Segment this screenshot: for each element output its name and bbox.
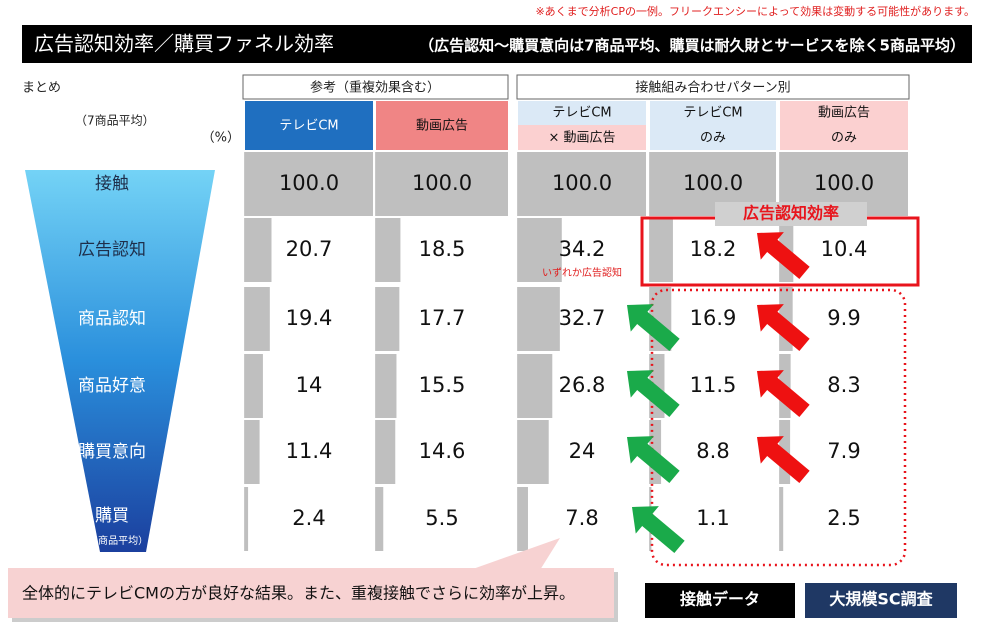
cell-value: 100.0 (814, 171, 874, 195)
cell-value: 100.0 (412, 171, 472, 195)
title: 広告認知効率／購買ファネル効率 (34, 32, 334, 56)
bar (376, 354, 397, 418)
bar (518, 354, 553, 418)
bar (518, 420, 549, 484)
badge (645, 583, 795, 618)
group-box (242, 74, 509, 100)
funnel (25, 170, 215, 552)
cell-value: 8.3 (827, 373, 860, 397)
column-header-bg (780, 101, 908, 150)
cell-value: 2.4 (292, 506, 325, 530)
bar (376, 152, 508, 216)
column-header-bg (376, 101, 508, 150)
bar (518, 287, 560, 351)
header-bar (22, 25, 972, 63)
cell-value: 15.5 (419, 373, 466, 397)
column-header: × 動画広告 (548, 131, 615, 146)
either-label: いずれか広告認知 (542, 266, 622, 279)
note: ※あくまで分析CPの一例。フリークエンシーによって効果は変動する可能性があります… (535, 4, 975, 18)
cell-value: 24 (569, 439, 596, 463)
cell-value: 17.7 (419, 306, 466, 330)
cell-value: 7.8 (565, 506, 598, 530)
callout-tip (470, 538, 560, 570)
column-header: テレビCM (683, 106, 742, 121)
column-header: 動画広告 (818, 106, 870, 121)
badge-label: 大規模SC調査 (829, 590, 932, 609)
cell-value: 11.5 (690, 373, 737, 397)
cell-value: 18.5 (419, 237, 466, 261)
cell-value: 9.9 (827, 306, 860, 330)
bar (518, 218, 562, 282)
row-sublabel: （5商品平均） (82, 534, 148, 547)
average-label: （7商品平均） (75, 113, 155, 128)
column-header: のみ (700, 131, 726, 146)
cell-value: 5.5 (425, 506, 458, 530)
cell-value: 16.9 (690, 306, 737, 330)
column-header: テレビCM (279, 119, 338, 134)
cell-value: 34.2 (559, 237, 606, 261)
bar (376, 218, 401, 282)
cell-value: 20.7 (286, 237, 333, 261)
column-header: のみ (831, 131, 857, 146)
bar (780, 487, 784, 551)
row-label: 接触 (95, 174, 129, 194)
column-header-bg (518, 125, 646, 150)
cell-value: 14.6 (419, 439, 466, 463)
cell-value: 32.7 (559, 306, 606, 330)
cell-value: 100.0 (552, 171, 612, 195)
cell-value: 1.1 (696, 506, 729, 530)
bar (376, 420, 396, 484)
cell-value: 18.2 (690, 237, 737, 261)
summary-label: まとめ (22, 81, 61, 96)
unit-label: （%） (202, 131, 240, 146)
row-label: 商品好意 (78, 376, 146, 396)
cell-value: 19.4 (286, 306, 333, 330)
bar (245, 152, 373, 216)
bar (245, 218, 272, 282)
cell-value: 14 (296, 373, 323, 397)
column-header: テレビCM (552, 106, 611, 121)
efficiency-label: 広告認知効率 (743, 204, 839, 223)
badge (805, 583, 957, 618)
cell-value: 8.8 (696, 439, 729, 463)
column-header-bg (518, 101, 646, 125)
bar (245, 420, 260, 484)
cell-value: 7.9 (827, 439, 860, 463)
comment: 全体的にテレビCMの方が良好な結果。また、重複接触でさらに効率が上昇。 (22, 584, 575, 603)
efficiency-tag (715, 202, 867, 226)
comment-box (8, 568, 614, 618)
group-label: 接触組み合わせパターン別 (635, 80, 790, 96)
group-label: 参考（重複効果含む） (310, 80, 440, 96)
bar (245, 287, 270, 351)
row-label: 商品認知 (78, 309, 146, 329)
cell-value: 100.0 (683, 171, 743, 195)
group-box (516, 74, 910, 100)
cell-value: 100.0 (279, 171, 339, 195)
subtitle: （広告認知～購買意向は7商品平均、購買は耐久財とサービスを除く5商品平均） (419, 37, 965, 55)
row-label: 購買 (95, 506, 129, 526)
bar (650, 218, 673, 282)
column-header-bg (245, 101, 373, 150)
badge-label: 接触データ (680, 590, 760, 609)
cell-value: 11.4 (286, 439, 333, 463)
bar (245, 354, 263, 418)
bar (376, 487, 384, 551)
column-header-bg (650, 101, 776, 150)
column-header: 動画広告 (416, 119, 468, 134)
cell-value: 10.4 (821, 237, 868, 261)
cell-value: 26.8 (559, 373, 606, 397)
row-label: 購買意向 (78, 442, 146, 462)
bar (518, 487, 528, 551)
bar (376, 287, 400, 351)
bar (245, 487, 249, 551)
cell-value: 2.5 (827, 506, 860, 530)
bar (518, 152, 646, 216)
row-label: 広告認知 (78, 240, 146, 260)
